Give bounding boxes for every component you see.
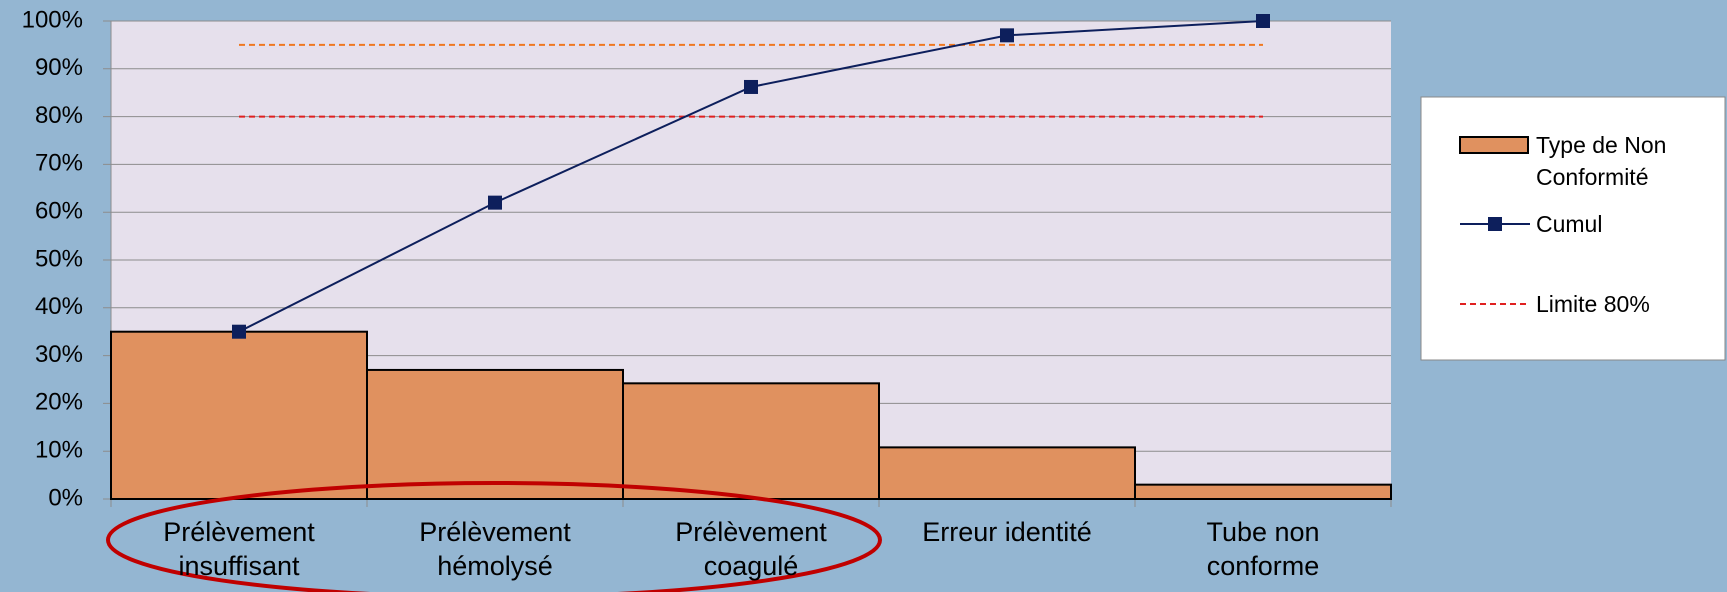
x-tick-label: Prélèvement insuffisant [163,517,315,581]
cumul-marker [1000,28,1014,43]
legend-label: Type de Non Conformité [1536,132,1667,190]
y-tick-label: 10% [35,437,83,464]
y-tick-label: 20% [35,389,83,416]
bar [366,368,624,500]
y-tick-label: 70% [35,150,83,177]
cumul-marker [1256,14,1270,28]
x-tick-label: Tube non conforme [1206,517,1320,581]
cumul-marker [744,79,758,94]
x-tick-label: Erreur identité [922,517,1092,547]
y-tick-label: 100% [22,6,83,33]
x-tick-label: Prélèvement hémolysé [419,517,571,581]
legend-swatch [1459,136,1529,154]
y-tick-label: 80% [35,102,83,129]
x-tick-label: Prélèvement coagulé [675,517,827,581]
bar [1134,483,1392,501]
y-tick-label: 60% [35,198,83,225]
cumul-marker [488,195,502,210]
bar [878,446,1136,501]
y-tick-label: 40% [35,293,83,320]
bar [110,330,368,501]
y-tick-label: 30% [35,341,83,368]
legend-label: Limite 80% [1536,291,1650,317]
y-tick-label: 0% [48,484,83,511]
y-tick-label: 90% [35,54,83,81]
highlight-ellipse [106,481,882,592]
legend-label: Cumul [1536,211,1603,237]
legend-marker [1488,217,1502,231]
cumul-marker [232,324,246,339]
y-tick-label: 50% [35,245,83,272]
bar [622,382,880,501]
